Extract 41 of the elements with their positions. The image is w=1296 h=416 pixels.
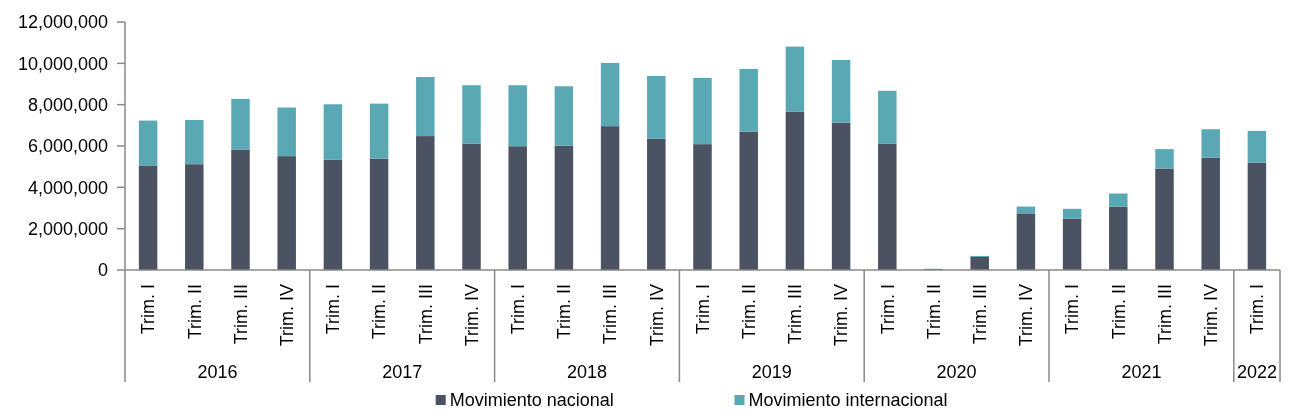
x-tick-label: Trim. IV <box>646 284 667 347</box>
x-tick-label: Trim. III <box>1154 284 1175 345</box>
y-tick-label: 6,000,000 <box>27 136 108 157</box>
y-tick-label: 2,000,000 <box>27 218 108 239</box>
legend-label: Movimiento internacional <box>748 390 948 411</box>
x-tick-label: Trim. IV <box>1016 284 1037 347</box>
text: 2022 <box>1236 362 1277 383</box>
x-tick-label: Trim. III <box>785 284 806 345</box>
x-tick-label: Trim. II <box>1108 284 1129 340</box>
x-tick-label: Trim. II <box>739 284 759 340</box>
x-tick-label: Trim. I <box>1062 284 1083 335</box>
x-tick-label: Trim. III <box>415 284 436 345</box>
text: 2019 <box>751 362 792 383</box>
text: 2017 <box>382 362 423 383</box>
x-tick-label: Trim. IV <box>1201 284 1221 347</box>
y-tick-label: 0 <box>97 260 108 281</box>
x-tick-label: Trim. IV <box>831 284 852 347</box>
y-tick-label: 12,000,000 <box>17 12 108 33</box>
x-tick-label: Trim. I <box>138 284 159 335</box>
x-tick-label: Trim. III <box>230 284 251 345</box>
text: 2018 <box>566 362 608 383</box>
x-tick-label: Trim. III <box>600 284 621 345</box>
y-tick-label: 8,000,000 <box>27 94 108 115</box>
text: 2021 <box>1121 362 1162 383</box>
x-tick-label: Trim. I <box>692 284 713 335</box>
y-tick-label: 10,000,000 <box>17 53 108 74</box>
x-tick-label: Trim. II <box>184 284 205 340</box>
x-tick-label: Trim. II <box>554 284 575 340</box>
x-tick-label: Trim. I <box>877 284 898 335</box>
x-tick-label: Trim. IV <box>461 284 482 347</box>
x-tick-label: Trim. II <box>923 284 944 340</box>
text: 2020 <box>936 362 977 383</box>
x-tick-label: Trim. II <box>369 284 390 340</box>
text: 2016 <box>197 362 238 383</box>
y-tick-label: 4,000,000 <box>27 177 108 198</box>
legend-label: Movimiento nacional <box>449 390 614 411</box>
x-tick-label: Trim. I <box>508 284 528 335</box>
x-tick-label: Trim. III <box>970 284 990 345</box>
x-tick-label: Trim. IV <box>277 284 297 347</box>
x-tick-label: Trim. I <box>1247 284 1268 335</box>
x-tick-label: Trim. I <box>323 284 344 335</box>
